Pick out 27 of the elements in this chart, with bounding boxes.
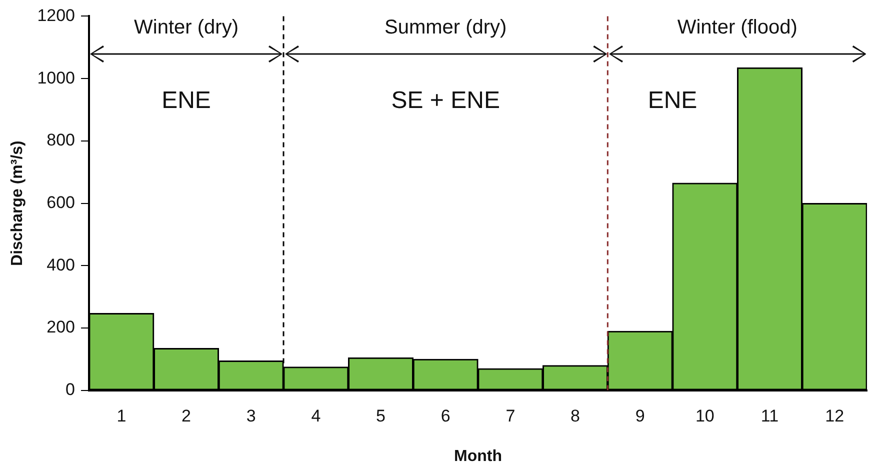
x-tick-label: 8 [570,406,580,426]
annotation: Winter (dry) [134,16,238,39]
x-tick-label: 4 [311,406,321,426]
annotation: SE + ENE [391,86,500,114]
x-tick-label: 6 [440,406,450,426]
x-tick-label: 7 [506,406,516,426]
y-tick-label: 0 [66,380,76,400]
x-tick-label: 3 [246,406,256,426]
y-tick-label: 1000 [37,68,76,88]
y-tick-label: 400 [46,255,76,274]
annotation: Summer (dry) [384,16,507,39]
x-tick-label: 2 [182,406,191,426]
annotation: ENE [648,86,698,114]
x-tick-label: 10 [695,406,714,426]
annotation: ENE [162,86,211,114]
x-tick-label: 1 [116,406,126,426]
x-tick-label: 11 [760,406,779,426]
y-tick-label: 1200 [37,6,76,25]
annotation: Winter (flood) [677,16,798,39]
x-tick-label: 9 [635,406,645,426]
y-tick-label: 600 [46,192,76,212]
y-tick-label: 200 [46,318,76,337]
x-tick-label: 5 [376,406,386,426]
x-axis-title: Month [454,448,502,465]
x-tick-label: 12 [825,406,844,426]
y-axis-title: Discharge (m³/s) [9,140,26,266]
y-tick-label: 800 [46,130,76,150]
